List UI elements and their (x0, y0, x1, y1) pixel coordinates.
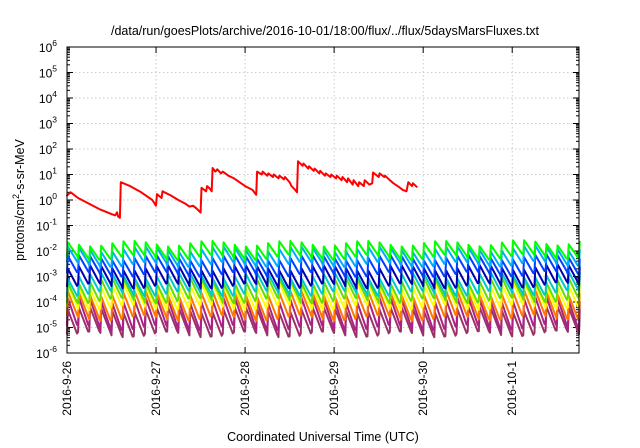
y-tick-base: 10 (39, 143, 53, 157)
y-tick-exponent: 5 (52, 64, 57, 74)
y-tick-exponent: 3 (52, 115, 57, 125)
y-tick-base: 10 (36, 322, 50, 336)
y-tick-base: 10 (39, 92, 53, 106)
series-lines (66, 160, 581, 339)
y-tick-label: 105 (39, 64, 57, 81)
y-tick-exponent: -6 (49, 344, 57, 354)
x-tick-label: 2016-9-30 (416, 361, 430, 416)
y-tick-base: 10 (36, 220, 50, 234)
y-axis-label-sup: 2 (11, 194, 21, 199)
y-tick-label: 106 (39, 38, 57, 55)
chart-title: /data/run/goesPlots/archive/2016-10-01/1… (111, 24, 540, 38)
plot-frame (66, 46, 580, 354)
y-tick-label: 103 (39, 115, 57, 132)
y-tick-base: 10 (36, 271, 50, 285)
x-axis-label: Coordinated Universal Time (UTC) (227, 430, 419, 444)
y-tick-label: 10-3 (36, 268, 57, 285)
y-tick-label: 104 (39, 89, 57, 106)
y-tick-base: 10 (39, 169, 53, 183)
y-tick-label: 10-2 (36, 242, 57, 259)
y-tick-exponent: -1 (49, 217, 57, 227)
y-tick-exponent: 6 (52, 38, 57, 48)
y-tick-exponent: 4 (52, 89, 57, 99)
y-tick-exponent: 1 (52, 166, 57, 176)
y-tick-label: 101 (39, 166, 57, 183)
y-tick-base: 10 (36, 296, 50, 310)
y-tick-label: 10-4 (36, 293, 57, 310)
y-tick-exponent: -4 (49, 293, 57, 303)
y-tick-label: 10-1 (36, 217, 57, 234)
y-tick-exponent: 0 (52, 191, 57, 201)
y-tick-label: 100 (39, 191, 57, 208)
series-line-00ff00 (66, 239, 581, 262)
y-tick-base: 10 (36, 245, 50, 259)
y-tick-label: 10-5 (36, 319, 57, 336)
y-tick-exponent: -3 (49, 268, 57, 278)
series-line-red (66, 160, 418, 219)
y-tick-exponent: -2 (49, 242, 57, 252)
y-tick-base: 10 (39, 194, 53, 208)
x-tick-label: 2016-9-28 (238, 361, 252, 416)
y-axis-label: protons/cm2-s-sr-MeV (11, 138, 27, 260)
y-tick-base: 10 (36, 347, 50, 361)
y-tick-label: 102 (39, 140, 57, 157)
y-tick-base: 10 (39, 41, 53, 55)
x-tick-label: 2016-10-1 (505, 361, 519, 416)
y-tick-exponent: -5 (49, 319, 57, 329)
y-tick-exponent: 2 (52, 140, 57, 150)
y-tick-labels: 10-610-510-410-310-210-11001011021031041… (36, 38, 57, 361)
y-tick-label: 10-6 (36, 344, 57, 361)
y-tick-base: 10 (39, 67, 53, 81)
x-tick-label: 2016-9-29 (327, 361, 341, 416)
y-tick-base: 10 (39, 118, 53, 132)
x-tick-label: 2016-9-26 (60, 361, 74, 416)
x-tick-label: 2016-9-27 (149, 361, 163, 416)
x-tick-labels: 2016-9-26 2016-9-27 2016-9-28 2016-9-29 2016… (60, 361, 519, 416)
